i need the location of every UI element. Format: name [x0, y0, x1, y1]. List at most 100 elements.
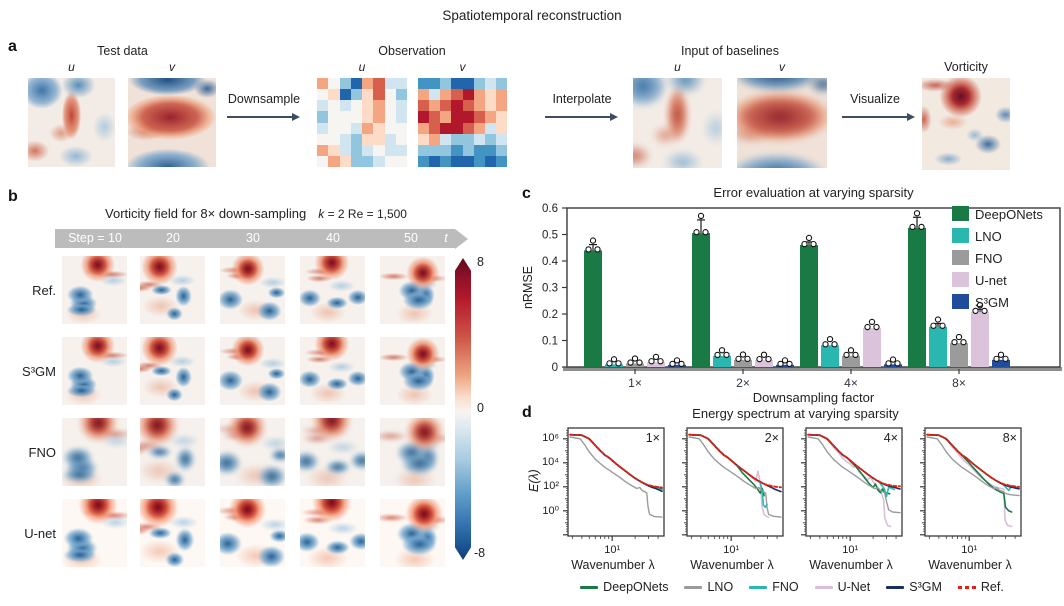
vorticity-snapshot-S³GM-step3	[220, 337, 285, 405]
panel-b-params: k = 2 Re = 1,500	[318, 207, 407, 221]
vorticity-snapshot-Ref.-step4	[300, 256, 365, 324]
vorticity-snapshot-fill	[62, 418, 127, 486]
obs-u-cell-7-7	[395, 155, 407, 167]
obs-v-cell-5-7	[495, 133, 507, 145]
data-point	[852, 351, 859, 359]
obs-v-cell-3-7	[495, 111, 507, 123]
obs-v-cell-7-2	[440, 155, 452, 167]
data-point	[610, 356, 618, 363]
vorticity-snapshot-U-net-step5	[380, 499, 445, 567]
vorticity-snapshot-fill	[380, 418, 445, 486]
x-tick-label: 1×	[628, 376, 642, 390]
x-tick-label: 2×	[736, 376, 750, 390]
data-point	[972, 307, 979, 315]
data-point	[822, 341, 829, 348]
panel-b-title: Vorticity field for 8× down-sampling	[105, 206, 307, 221]
bar-ylabel: nRMSE	[521, 266, 535, 309]
data-point	[939, 322, 946, 329]
obs-v-cell-3-2	[440, 111, 452, 123]
subplot-tag: 4×	[884, 431, 898, 445]
y-tick-label: 0.2	[542, 309, 558, 321]
data-point	[805, 234, 813, 242]
vorticity-snapshot-fill	[62, 499, 127, 567]
series-U-Net	[688, 433, 770, 518]
obs-v-cell-3-1	[429, 111, 441, 123]
obs-u-cell-2-5	[373, 100, 385, 112]
data-point	[873, 323, 880, 331]
bar-U-net-4×	[863, 328, 881, 367]
downsample-label: Downsample	[227, 92, 301, 106]
obs-u-cell-6-3	[350, 144, 362, 156]
heatmap-test-v	[128, 78, 216, 167]
vorticity-snapshot-U-net-step4	[300, 499, 365, 567]
obs-u-cell-0-1	[328, 78, 340, 90]
series-Ref.	[926, 433, 1020, 488]
data-point	[648, 358, 655, 365]
data-point	[997, 351, 1005, 358]
obs-u-cell-4-1	[328, 122, 340, 134]
obs-u-cell-2-0	[317, 100, 329, 112]
vorticity-snapshot-fill	[300, 418, 365, 486]
row-label-3: U-net	[24, 526, 56, 541]
subplot-tag: 2×	[765, 431, 779, 445]
heatmap-input-v-fill	[737, 78, 827, 168]
obs-u-cell-3-6	[384, 111, 396, 123]
obs-u-cell-7-6	[384, 155, 396, 167]
obs-v-cell-7-7	[495, 155, 507, 167]
spectrum-subplot-2×: 2× 10¹	[679, 424, 785, 556]
data-point	[889, 356, 897, 363]
data-point	[718, 347, 726, 354]
obs-u-cell-0-0	[317, 78, 329, 90]
visualize-arrow-icon	[842, 112, 915, 121]
obs-v-cell-1-4	[462, 89, 474, 101]
vorticity-snapshot-S³GM-step1	[62, 337, 127, 405]
legend-text-LNO: LNO	[707, 580, 734, 594]
data-point	[636, 359, 643, 366]
vorticity-snapshot-fill	[140, 418, 205, 486]
spectrum-xlabel-3: Wavenumber λ	[928, 558, 1012, 572]
panel-b-label: b	[8, 188, 18, 205]
legend-line-DeepONets	[580, 585, 599, 589]
legend-swatch-U-net	[952, 272, 969, 287]
bar-FNO-1×	[626, 363, 644, 367]
data-point	[993, 355, 1000, 362]
x-tick-label: 8×	[952, 376, 966, 390]
obs-v-cell-0-5	[473, 78, 485, 90]
param-k: k	[318, 207, 325, 221]
obs-v-cell-0-1	[429, 78, 441, 90]
bar-S³GM-1×	[668, 364, 686, 367]
spectrum-xlabel-1: Wavenumber λ	[690, 558, 774, 572]
data-point	[913, 210, 921, 217]
y-tick-label: 0.1	[542, 336, 558, 348]
obs-v-cell-7-6	[484, 155, 496, 167]
obs-u-cell-7-3	[350, 155, 362, 167]
obs-v-cell-7-0	[418, 155, 430, 167]
legend-line-Ref.	[957, 585, 976, 589]
data-point	[723, 351, 730, 359]
obs-u-cell-1-1	[328, 89, 340, 101]
obs-v-cell-6-5	[473, 144, 485, 156]
legend-label-U-net: U-net	[975, 273, 1007, 288]
y-tick-label: 0.4	[542, 256, 559, 268]
data-point	[847, 347, 855, 354]
input-baselines-title: Input of baselines	[681, 44, 779, 58]
obs-u-cell-6-1	[328, 144, 340, 156]
spectrum-svg-8×: 8× 10¹	[920, 427, 1022, 556]
series-LNO	[807, 436, 901, 514]
data-point	[831, 341, 838, 348]
series-LNO	[688, 436, 782, 518]
timeline-axis-label: t	[444, 231, 448, 245]
obs-v-cell-4-0	[418, 122, 430, 134]
obs-v-cell-5-2	[440, 133, 452, 145]
heatmap-input-v	[737, 78, 827, 168]
obs-v-cell-2-5	[473, 100, 485, 112]
legend-text-FNO: FNO	[772, 580, 799, 594]
obs-v-cell-1-7	[495, 89, 507, 101]
timeline-arrow: Step = 10 20 30 40 50 t	[55, 228, 468, 249]
legend-swatch-LNO	[952, 228, 969, 243]
data-point	[657, 358, 664, 365]
vorticity-snapshot-Ref.-step2	[140, 256, 205, 324]
subplot-tag: 8×	[1003, 431, 1017, 445]
plot-frame	[924, 427, 1022, 537]
data-point	[918, 223, 925, 231]
